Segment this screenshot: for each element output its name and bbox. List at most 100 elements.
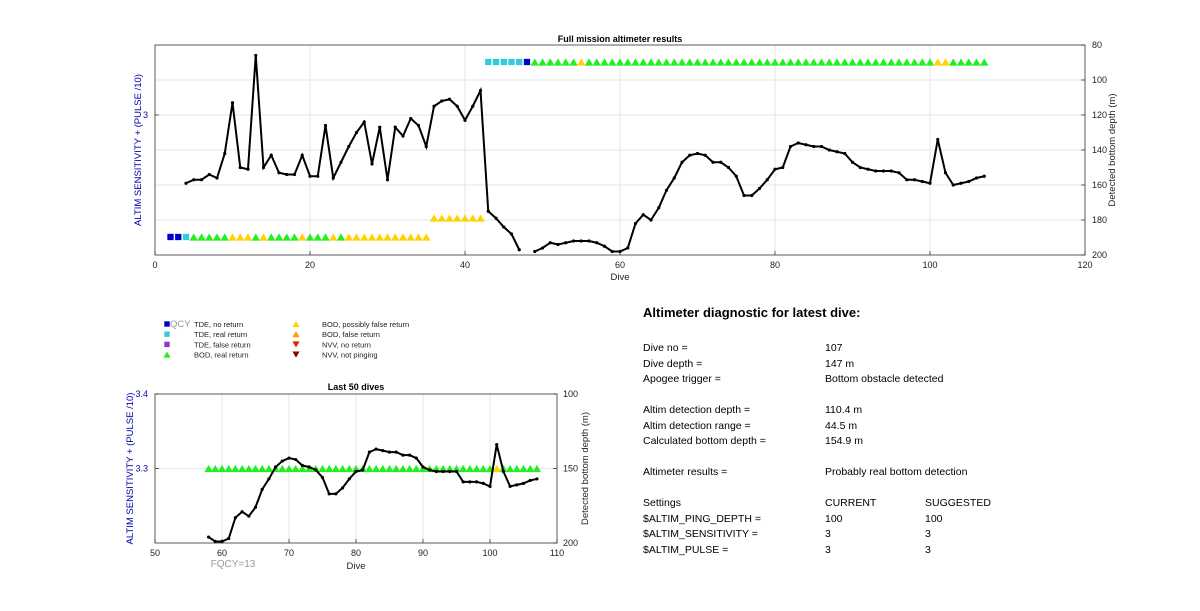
- depth-data-point: [220, 539, 224, 544]
- bod-real-return-marker: [538, 58, 547, 66]
- y-right-tick-label: 150: [563, 464, 578, 474]
- depth-data-point: [695, 151, 700, 156]
- calc-depth-value: 154.9 m: [825, 435, 863, 447]
- depth-data-point: [703, 153, 707, 157]
- settings-label: Settings: [643, 497, 681, 509]
- bod-real-return-marker: [445, 464, 454, 473]
- dive-no-row: Dive no = 107: [643, 341, 1163, 357]
- depth-data-point: [387, 450, 392, 454]
- ping-depth-label: $ALTIM_PING_DEPTH =: [643, 512, 761, 525]
- bod-real-return-marker: [220, 233, 229, 241]
- depth-data-point: [307, 465, 311, 469]
- bod-real-return-marker: [732, 58, 741, 66]
- depth-data-point: [564, 241, 568, 245]
- pulse-suggested: 3: [925, 543, 931, 556]
- y-right-axis-label: Detected bottom depth (m): [580, 412, 591, 525]
- bod-real-return-marker: [863, 58, 873, 66]
- bod-real-return-marker: [205, 233, 214, 241]
- depth-data-point: [393, 125, 397, 129]
- bod-real-return-marker: [331, 464, 341, 473]
- bod-real-return-marker: [385, 464, 394, 473]
- depth-data-point: [897, 171, 901, 175]
- y-right-tick-label: 80: [1092, 40, 1102, 50]
- depth-data-point: [719, 160, 723, 164]
- bod-real-return-marker: [972, 58, 981, 66]
- bod-real-return-marker: [956, 58, 966, 66]
- x-tick-label: 0: [152, 260, 157, 270]
- legend-label: NVV, no return: [322, 340, 371, 349]
- depth-data-point: [447, 97, 452, 101]
- bod-real-return-marker: [964, 58, 973, 66]
- depth-data-point: [726, 165, 731, 170]
- diagnostic-panel: Altimeter diagnostic for latest dive: Di…: [643, 305, 1163, 558]
- x-tick-label: 60: [615, 260, 625, 270]
- bod-possibly-false-return-marker: [406, 233, 415, 241]
- bod-real-return-marker: [345, 464, 354, 473]
- current-header: CURRENT: [825, 497, 877, 509]
- depth-data-point: [711, 160, 715, 164]
- tde-real-return-marker: [500, 58, 507, 66]
- depth-data-point: [223, 151, 227, 156]
- bod-real-return-marker: [778, 58, 787, 66]
- bod-real-return-marker: [224, 464, 233, 473]
- depth-data-point: [765, 178, 769, 182]
- depth-data-point: [409, 116, 413, 121]
- bod-real-return-marker: [197, 233, 206, 241]
- depth-data-point: [334, 492, 338, 496]
- bod-real-return-marker: [980, 58, 989, 66]
- depth-data-point: [928, 181, 932, 185]
- depth-data-point: [781, 165, 785, 170]
- depth-data-point: [331, 176, 335, 180]
- depth-data-point: [424, 144, 428, 149]
- bod-real-return-marker: [267, 233, 276, 241]
- y-right-tick-label: 180: [1092, 215, 1107, 225]
- depth-data-point: [434, 469, 438, 474]
- depth-data-point: [361, 468, 365, 472]
- depth-data-point: [227, 536, 231, 541]
- depth-data-point: [260, 487, 264, 491]
- full-mission-chart: 0 20 40 60 80 100 120 80 100 120 140 160 180 200 3 Full…: [133, 34, 1118, 283]
- legend-label: TDE, real return: [194, 330, 247, 339]
- depth-data-point: [595, 241, 599, 245]
- bod-real-return-marker: [274, 233, 284, 241]
- depth-data-point: [440, 99, 444, 103]
- results-label: Altimeter results =: [643, 466, 728, 478]
- bod-real-return-marker: [258, 464, 267, 473]
- y-right-tick-label: 100: [1092, 75, 1107, 85]
- depth-data-point: [528, 478, 532, 483]
- bod-real-return-marker: [584, 58, 594, 66]
- depth-data-point: [610, 249, 614, 254]
- bod-real-return-marker: [505, 464, 515, 473]
- bod-real-return-marker: [452, 464, 461, 473]
- depth-data-point: [285, 172, 289, 177]
- bod-real-return-marker: [211, 464, 220, 473]
- depth-data-point: [274, 465, 278, 469]
- depth-data-point: [827, 148, 831, 152]
- tde-no-return-marker: [167, 233, 174, 241]
- bod-real-return-marker: [894, 58, 904, 66]
- y-right-tick-label: 140: [1092, 145, 1107, 155]
- depth-data-point: [501, 469, 505, 474]
- depth-data-point: [843, 151, 847, 156]
- bod-possibly-false-return-marker: [259, 233, 268, 241]
- depth-data-point: [533, 249, 537, 254]
- depth-data-point: [294, 457, 298, 462]
- bod-possibly-false-return-marker: [429, 214, 439, 222]
- bod-real-return-marker: [794, 58, 803, 66]
- depth-data-point: [347, 477, 351, 481]
- bod-possibly-false-return-marker: [228, 233, 237, 241]
- x-axis-label: Dive: [346, 561, 365, 572]
- tde-no-return-marker: [523, 58, 531, 66]
- depth-data-point: [481, 481, 485, 485]
- ping-depth-current: 100: [825, 512, 843, 525]
- depth-data-point: [920, 179, 924, 184]
- depth-data-point: [548, 241, 552, 245]
- y-right-tick-label: 100: [563, 389, 578, 399]
- y-right-axis-label: Detected bottom depth (m): [1107, 94, 1118, 207]
- legend-overlay-text: QCY: [170, 319, 191, 330]
- depth-data-point: [448, 469, 452, 474]
- depth-data-point: [323, 123, 328, 128]
- bod-possibly-false-return-marker: [383, 233, 392, 241]
